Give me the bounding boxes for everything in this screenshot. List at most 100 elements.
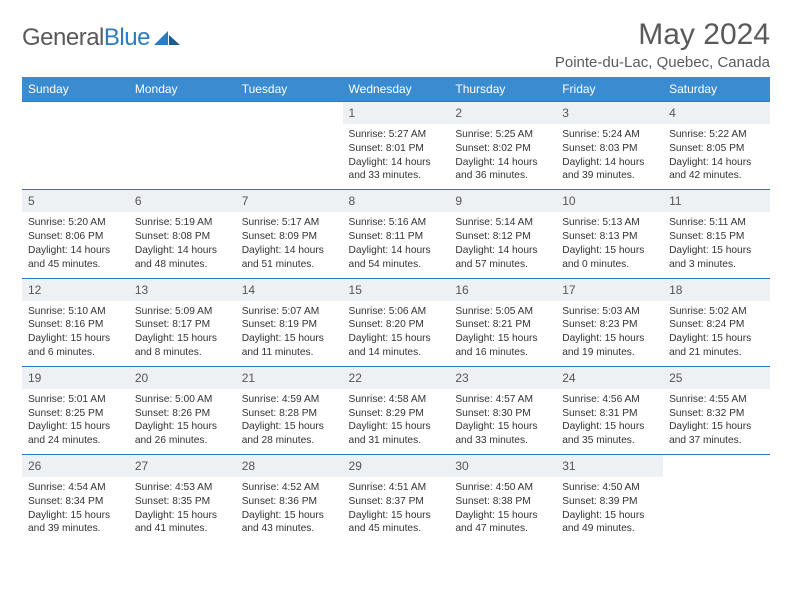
day-details: Sunrise: 5:14 AMSunset: 8:12 PMDaylight:… [449, 212, 556, 277]
calendar-day-cell: 31Sunrise: 4:50 AMSunset: 8:39 PMDayligh… [556, 454, 663, 542]
calendar-day-cell [663, 454, 770, 542]
calendar-day-cell: 3Sunrise: 5:24 AMSunset: 8:03 PMDaylight… [556, 101, 663, 189]
day-details: Sunrise: 4:50 AMSunset: 8:39 PMDaylight:… [556, 477, 663, 542]
day-details: Sunrise: 5:17 AMSunset: 8:09 PMDaylight:… [236, 212, 343, 277]
day-number: 31 [556, 454, 663, 477]
header: GeneralBlue May 2024 Pointe-du-Lac, Queb… [22, 18, 770, 71]
calendar-week-row: 26Sunrise: 4:54 AMSunset: 8:34 PMDayligh… [22, 454, 770, 542]
day-number: 27 [129, 454, 236, 477]
calendar-day-cell [22, 101, 129, 189]
day-details: Sunrise: 4:51 AMSunset: 8:37 PMDaylight:… [343, 477, 450, 542]
weekday-header: Monday [129, 77, 236, 101]
brand-name: GeneralBlue [22, 24, 150, 52]
calendar-day-cell: 15Sunrise: 5:06 AMSunset: 8:20 PMDayligh… [343, 278, 450, 366]
day-number: 15 [343, 278, 450, 301]
calendar-day-cell: 27Sunrise: 4:53 AMSunset: 8:35 PMDayligh… [129, 454, 236, 542]
calendar-day-cell: 16Sunrise: 5:05 AMSunset: 8:21 PMDayligh… [449, 278, 556, 366]
weekday-header: Friday [556, 77, 663, 101]
brand-name-b: Blue [104, 24, 150, 51]
day-number: 19 [22, 366, 129, 389]
day-details: Sunrise: 4:52 AMSunset: 8:36 PMDaylight:… [236, 477, 343, 542]
day-number: 30 [449, 454, 556, 477]
weekday-header: Wednesday [343, 77, 450, 101]
day-details: Sunrise: 4:55 AMSunset: 8:32 PMDaylight:… [663, 389, 770, 454]
day-details: Sunrise: 4:53 AMSunset: 8:35 PMDaylight:… [129, 477, 236, 542]
day-number: 17 [556, 278, 663, 301]
calendar-day-cell: 2Sunrise: 5:25 AMSunset: 8:02 PMDaylight… [449, 101, 556, 189]
calendar-week-row: 12Sunrise: 5:10 AMSunset: 8:16 PMDayligh… [22, 278, 770, 366]
day-details: Sunrise: 4:50 AMSunset: 8:38 PMDaylight:… [449, 477, 556, 542]
weekday-header-row: SundayMondayTuesdayWednesdayThursdayFrid… [22, 77, 770, 101]
day-details: Sunrise: 4:57 AMSunset: 8:30 PMDaylight:… [449, 389, 556, 454]
day-details: Sunrise: 5:02 AMSunset: 8:24 PMDaylight:… [663, 301, 770, 366]
calendar-day-cell: 21Sunrise: 4:59 AMSunset: 8:28 PMDayligh… [236, 366, 343, 454]
day-number: 10 [556, 189, 663, 212]
day-details: Sunrise: 5:25 AMSunset: 8:02 PMDaylight:… [449, 124, 556, 189]
day-details: Sunrise: 5:13 AMSunset: 8:13 PMDaylight:… [556, 212, 663, 277]
calendar-day-cell: 1Sunrise: 5:27 AMSunset: 8:01 PMDaylight… [343, 101, 450, 189]
day-details: Sunrise: 5:19 AMSunset: 8:08 PMDaylight:… [129, 212, 236, 277]
day-number-empty [129, 101, 236, 124]
calendar-day-cell: 9Sunrise: 5:14 AMSunset: 8:12 PMDaylight… [449, 189, 556, 277]
day-number: 4 [663, 101, 770, 124]
day-details: Sunrise: 5:06 AMSunset: 8:20 PMDaylight:… [343, 301, 450, 366]
day-number: 29 [343, 454, 450, 477]
calendar-day-cell: 14Sunrise: 5:07 AMSunset: 8:19 PMDayligh… [236, 278, 343, 366]
brand-sail-icon [154, 29, 180, 47]
day-number: 14 [236, 278, 343, 301]
day-details: Sunrise: 5:27 AMSunset: 8:01 PMDaylight:… [343, 124, 450, 189]
day-number: 12 [22, 278, 129, 301]
calendar-day-cell: 29Sunrise: 4:51 AMSunset: 8:37 PMDayligh… [343, 454, 450, 542]
calendar-day-cell: 7Sunrise: 5:17 AMSunset: 8:09 PMDaylight… [236, 189, 343, 277]
day-details: Sunrise: 4:59 AMSunset: 8:28 PMDaylight:… [236, 389, 343, 454]
day-details: Sunrise: 4:56 AMSunset: 8:31 PMDaylight:… [556, 389, 663, 454]
day-number: 24 [556, 366, 663, 389]
calendar-day-cell: 28Sunrise: 4:52 AMSunset: 8:36 PMDayligh… [236, 454, 343, 542]
calendar-day-cell: 5Sunrise: 5:20 AMSunset: 8:06 PMDaylight… [22, 189, 129, 277]
day-number: 3 [556, 101, 663, 124]
day-details: Sunrise: 5:00 AMSunset: 8:26 PMDaylight:… [129, 389, 236, 454]
calendar-day-cell: 11Sunrise: 5:11 AMSunset: 8:15 PMDayligh… [663, 189, 770, 277]
weekday-header: Thursday [449, 77, 556, 101]
day-number: 18 [663, 278, 770, 301]
day-details: Sunrise: 5:24 AMSunset: 8:03 PMDaylight:… [556, 124, 663, 189]
calendar-table: SundayMondayTuesdayWednesdayThursdayFrid… [22, 77, 770, 542]
day-number: 20 [129, 366, 236, 389]
calendar-day-cell: 24Sunrise: 4:56 AMSunset: 8:31 PMDayligh… [556, 366, 663, 454]
day-details: Sunrise: 4:54 AMSunset: 8:34 PMDaylight:… [22, 477, 129, 542]
day-number: 6 [129, 189, 236, 212]
calendar-day-cell: 10Sunrise: 5:13 AMSunset: 8:13 PMDayligh… [556, 189, 663, 277]
day-number: 25 [663, 366, 770, 389]
calendar-day-cell: 30Sunrise: 4:50 AMSunset: 8:38 PMDayligh… [449, 454, 556, 542]
calendar-day-cell [236, 101, 343, 189]
day-details: Sunrise: 5:01 AMSunset: 8:25 PMDaylight:… [22, 389, 129, 454]
day-number: 26 [22, 454, 129, 477]
day-number: 1 [343, 101, 450, 124]
calendar-day-cell: 6Sunrise: 5:19 AMSunset: 8:08 PMDaylight… [129, 189, 236, 277]
calendar-day-cell: 17Sunrise: 5:03 AMSunset: 8:23 PMDayligh… [556, 278, 663, 366]
day-number: 8 [343, 189, 450, 212]
calendar-day-cell: 13Sunrise: 5:09 AMSunset: 8:17 PMDayligh… [129, 278, 236, 366]
day-number: 9 [449, 189, 556, 212]
day-details: Sunrise: 5:03 AMSunset: 8:23 PMDaylight:… [556, 301, 663, 366]
location-subtitle: Pointe-du-Lac, Quebec, Canada [555, 54, 770, 71]
calendar-day-cell: 26Sunrise: 4:54 AMSunset: 8:34 PMDayligh… [22, 454, 129, 542]
day-details: Sunrise: 5:05 AMSunset: 8:21 PMDaylight:… [449, 301, 556, 366]
day-details: Sunrise: 5:20 AMSunset: 8:06 PMDaylight:… [22, 212, 129, 277]
day-number: 11 [663, 189, 770, 212]
calendar-day-cell: 18Sunrise: 5:02 AMSunset: 8:24 PMDayligh… [663, 278, 770, 366]
calendar-week-row: 1Sunrise: 5:27 AMSunset: 8:01 PMDaylight… [22, 101, 770, 189]
day-number: 7 [236, 189, 343, 212]
calendar-day-cell: 12Sunrise: 5:10 AMSunset: 8:16 PMDayligh… [22, 278, 129, 366]
day-number: 28 [236, 454, 343, 477]
calendar-day-cell: 23Sunrise: 4:57 AMSunset: 8:30 PMDayligh… [449, 366, 556, 454]
day-number: 5 [22, 189, 129, 212]
day-number: 22 [343, 366, 450, 389]
calendar-day-cell: 25Sunrise: 4:55 AMSunset: 8:32 PMDayligh… [663, 366, 770, 454]
weekday-header: Tuesday [236, 77, 343, 101]
day-number: 23 [449, 366, 556, 389]
weekday-header: Sunday [22, 77, 129, 101]
calendar-day-cell [129, 101, 236, 189]
month-title: May 2024 [555, 18, 770, 52]
day-details: Sunrise: 5:22 AMSunset: 8:05 PMDaylight:… [663, 124, 770, 189]
